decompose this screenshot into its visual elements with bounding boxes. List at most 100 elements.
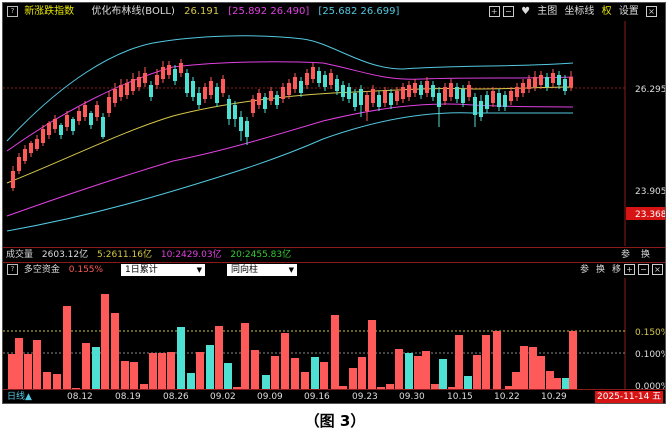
fund-switch-button[interactable]: 换 [595, 265, 605, 275]
fund-bar [431, 384, 439, 390]
candle-body [17, 157, 21, 171]
candle-body [131, 79, 135, 91]
plus-icon[interactable]: + [488, 5, 500, 17]
help-icon[interactable]: ? [7, 5, 18, 17]
fund-flow-chart[interactable]: 0.150% 0.100% 0.000% [3, 278, 665, 390]
fund-bar [339, 386, 347, 390]
close-icon[interactable]: × [646, 5, 657, 17]
candle-body [341, 85, 345, 97]
candle-body [485, 95, 489, 109]
period-label[interactable]: 日线▲ [7, 392, 32, 402]
boll-lower-outer [6, 112, 573, 232]
fund-bar [377, 387, 385, 390]
candle-body [95, 105, 99, 117]
volume-params-button[interactable]: 参 [620, 250, 630, 260]
fund-bar [520, 346, 528, 390]
candle-body [503, 95, 507, 107]
chevron-down-icon: ▼ [288, 266, 294, 274]
bar-mode-select[interactable]: 同向柱 ▼ [227, 264, 297, 276]
fund-bar [301, 372, 309, 390]
candle-body [29, 143, 33, 153]
fund-bar [251, 350, 259, 390]
candle-body [47, 123, 51, 135]
candle-body [185, 73, 189, 93]
candle-body [551, 73, 555, 83]
candle-body [257, 93, 261, 105]
boll-lower-inner [6, 103, 574, 217]
candle-body [443, 87, 447, 101]
fund-bar [546, 371, 554, 390]
settings-button[interactable]: 设置 [618, 6, 639, 17]
candle-body [119, 85, 123, 97]
figure-caption: （图 3） [304, 412, 366, 430]
index-title: 新涨跌指数 [24, 6, 75, 17]
candle-body [413, 83, 417, 93]
candle-body [527, 79, 531, 89]
candle-body [245, 121, 249, 137]
candle-body [389, 93, 393, 105]
fund-bar [271, 356, 279, 390]
candle-body [215, 87, 219, 103]
indicator-name[interactable]: 优化布林线(BOLL) [91, 6, 175, 17]
candle-body [473, 97, 477, 115]
upper-divider [3, 247, 665, 248]
fund-bar [569, 331, 577, 390]
fund-bar [262, 375, 270, 390]
rights-button[interactable]: 权 [601, 6, 612, 17]
boll-outer-band-values: [25.682 26.699] [318, 6, 400, 17]
candle-body [365, 95, 369, 111]
candle-body [395, 91, 399, 101]
volume-switch-button[interactable]: 换 [640, 250, 650, 260]
candle-body [569, 77, 573, 87]
candle-body [533, 77, 537, 87]
candle-body [461, 89, 465, 103]
help-icon-lower[interactable]: ? [7, 264, 18, 275]
level-label-zero: 0.000% [635, 382, 665, 390]
plus-icon-lower[interactable]: + [624, 264, 635, 275]
date-label: 09.30 [399, 392, 425, 402]
main-chart-button[interactable]: 主图 [537, 6, 558, 17]
candle-body [11, 171, 15, 188]
date-label: 09.09 [257, 392, 283, 402]
accumulation-select[interactable]: 1日累计 ▼ [121, 264, 205, 276]
candle-body [179, 63, 183, 73]
candle-body [299, 81, 303, 93]
upper-panel-header: ? 新涨跌指数 优化布林线(BOLL) 26.191 [25.892 26.49… [3, 3, 665, 21]
candle-body [467, 85, 471, 97]
coordinate-line-button[interactable]: 坐标线 [564, 6, 595, 17]
fund-bar [206, 345, 214, 390]
fund-bar [386, 384, 394, 390]
fund-title: 多空资金 [23, 265, 60, 275]
minus-icon-lower[interactable]: − [638, 264, 649, 275]
candle-body [311, 67, 315, 79]
volume-summary: 成交量 2603.12亿 5:2611.16亿 10:2429.03亿 20:2… [6, 249, 664, 261]
candle-body [107, 97, 111, 113]
fund-bar [130, 362, 138, 390]
period-text: 日线 [7, 392, 26, 402]
fund-bar [149, 353, 157, 390]
candle-body [197, 93, 201, 105]
candle-body [65, 115, 69, 127]
heart-icon[interactable]: ♥ [521, 6, 531, 17]
fund-bar [455, 335, 463, 390]
volume-ma5: 5:2611.16亿 [96, 250, 152, 260]
candle-body [203, 87, 207, 99]
fund-params-button[interactable]: 参 [579, 265, 589, 275]
fund-bar [493, 331, 501, 390]
candlestick-chart[interactable]: 26.295 23.905 23.368 [3, 21, 665, 246]
fund-bar [358, 357, 366, 390]
fund-bar [177, 327, 185, 390]
candle-body [143, 73, 147, 83]
close-icon-lower[interactable]: × [652, 264, 663, 275]
candle-body [557, 75, 561, 85]
level-label-mid: 0.100% [635, 350, 665, 360]
candle-body [35, 139, 39, 149]
accumulation-select-value: 1日累计 [125, 265, 158, 275]
fund-bar [529, 347, 537, 390]
candle-body [149, 85, 153, 97]
date-axis: 日线▲ 08.12 08.19 08.26 09.02 09.09 09.16 09.23 0… [3, 389, 665, 403]
candle-body [251, 99, 255, 113]
minus-icon[interactable]: − [502, 5, 514, 17]
fund-move-button[interactable]: 移 [611, 265, 621, 275]
volume-ma20: 20:2455.83亿 [230, 250, 292, 260]
